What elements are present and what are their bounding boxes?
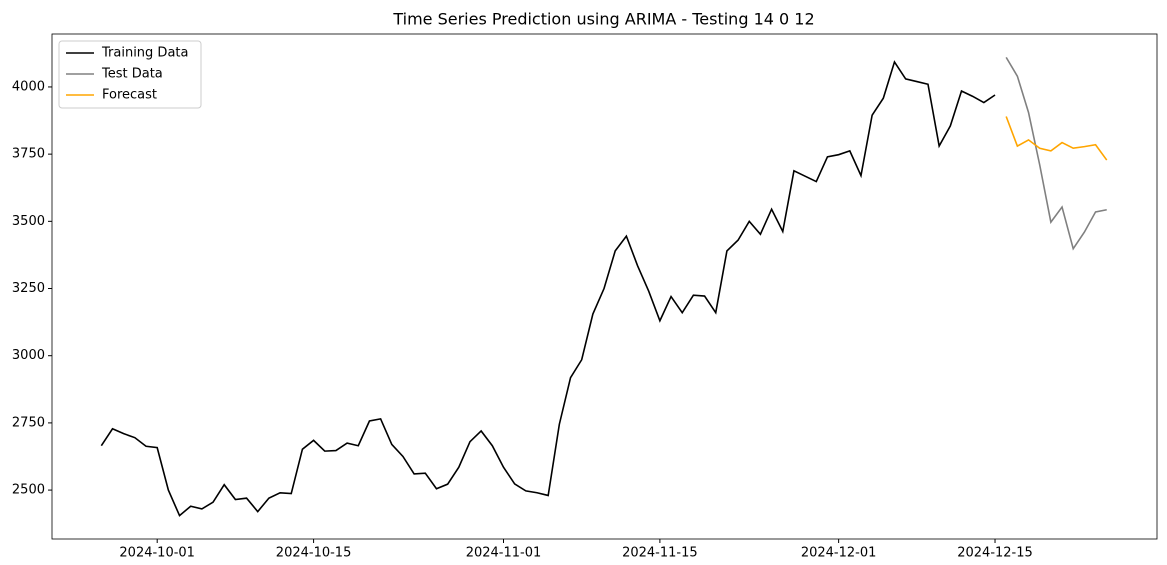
y-tick-label: 3500: [12, 214, 45, 229]
x-tick-label: 2024-12-01: [801, 546, 877, 561]
legend: Training Data Test Data Forecast: [58, 40, 202, 109]
y-tick-label: 2500: [12, 483, 45, 498]
legend-label: Forecast: [102, 88, 157, 103]
series-line: [1005, 56, 1107, 251]
y-tick-label: 2750: [12, 415, 45, 430]
y-tick-label: 3250: [12, 281, 45, 296]
x-tick-label: 2024-10-01: [119, 546, 195, 561]
plot-frame: [51, 33, 1158, 540]
series-line: [1005, 116, 1108, 161]
legend-box: [58, 40, 202, 109]
y-tick-label: 3750: [12, 147, 45, 162]
chart-title: Time Series Prediction using ARIMA - Tes…: [392, 10, 814, 29]
x-tick-label: 2024-10-15: [276, 546, 352, 561]
x-tick-label: 2024-12-15: [957, 546, 1033, 561]
y-tick-label: 3000: [12, 348, 45, 363]
legend-label: Test Data: [101, 67, 163, 82]
series-line: [100, 60, 996, 517]
x-tick-label: 2024-11-01: [466, 546, 542, 561]
x-tick-label: 2024-11-15: [622, 546, 698, 561]
legend-label: Training Data: [101, 46, 188, 61]
y-tick-label: 4000: [12, 79, 45, 94]
